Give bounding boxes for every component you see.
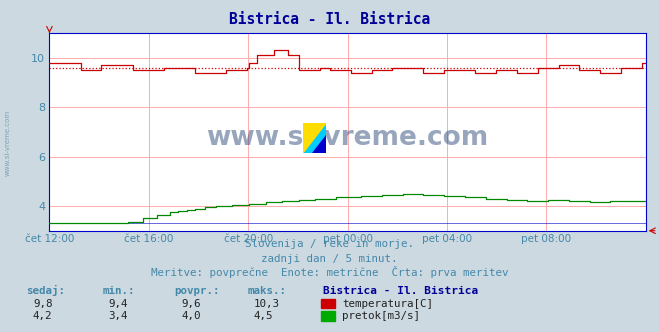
- Text: sedaj:: sedaj:: [26, 285, 65, 296]
- Text: zadnji dan / 5 minut.: zadnji dan / 5 minut.: [261, 254, 398, 264]
- Text: www.si-vreme.com: www.si-vreme.com: [206, 125, 489, 151]
- Text: Slovenija / reke in morje.: Slovenija / reke in morje.: [245, 239, 414, 249]
- Text: povpr.:: povpr.:: [175, 286, 220, 296]
- Polygon shape: [312, 135, 326, 153]
- Text: Meritve: povprečne  Enote: metrične  Črta: prva meritev: Meritve: povprečne Enote: metrične Črta:…: [151, 266, 508, 278]
- Polygon shape: [303, 123, 326, 153]
- Text: pretok[m3/s]: pretok[m3/s]: [342, 311, 420, 321]
- Polygon shape: [303, 123, 326, 153]
- Polygon shape: [303, 123, 326, 153]
- Text: maks.:: maks.:: [247, 286, 286, 296]
- Text: 9,4: 9,4: [109, 299, 129, 309]
- Text: 10,3: 10,3: [254, 299, 279, 309]
- Text: 4,0: 4,0: [181, 311, 201, 321]
- Text: www.si-vreme.com: www.si-vreme.com: [5, 110, 11, 176]
- Text: 9,6: 9,6: [181, 299, 201, 309]
- Text: Bistrica - Il. Bistrica: Bistrica - Il. Bistrica: [323, 286, 478, 296]
- Text: min.:: min.:: [102, 286, 134, 296]
- Text: 3,4: 3,4: [109, 311, 129, 321]
- Text: Bistrica - Il. Bistrica: Bistrica - Il. Bistrica: [229, 12, 430, 27]
- Text: 9,8: 9,8: [33, 299, 53, 309]
- Text: 4,2: 4,2: [33, 311, 53, 321]
- Text: temperatura[C]: temperatura[C]: [342, 299, 433, 309]
- Text: 4,5: 4,5: [254, 311, 273, 321]
